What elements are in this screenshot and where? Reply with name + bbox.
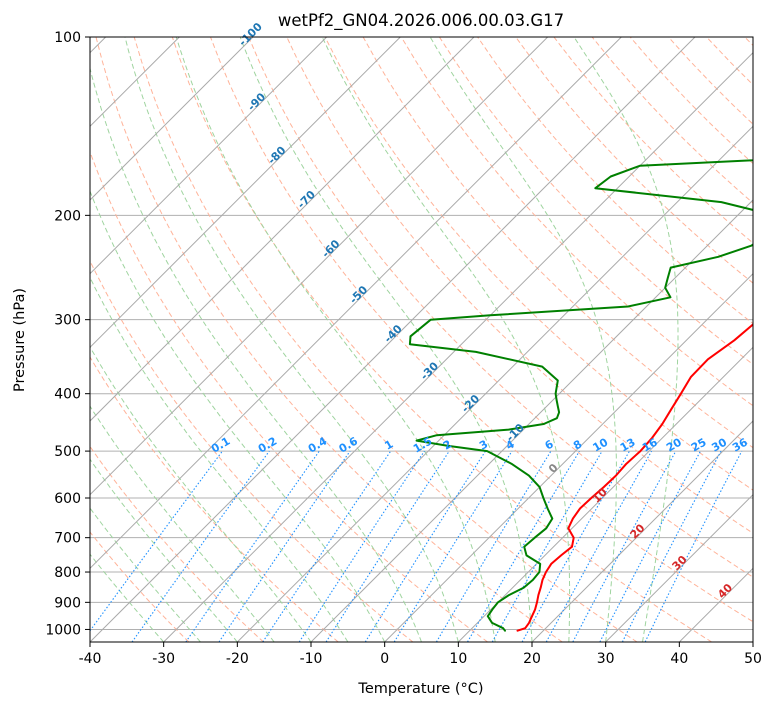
x-tick-label: 30 <box>597 651 615 667</box>
x-axis-title: Temperature (°C) <box>357 681 483 697</box>
x-tick-label: -20 <box>226 651 249 667</box>
x-tick-label: 20 <box>523 651 541 667</box>
x-tick-label: -40 <box>79 651 102 667</box>
x-tick-label: 50 <box>744 651 762 667</box>
x-tick-label: -10 <box>300 651 323 667</box>
y-tick-label: 1000 <box>45 622 81 638</box>
x-tick-label: -30 <box>152 651 175 667</box>
x-tick-label: 0 <box>380 651 389 667</box>
y-tick-label: 100 <box>54 30 81 46</box>
y-tick-label: 500 <box>54 444 81 460</box>
x-tick-label: 40 <box>670 651 688 667</box>
y-tick-label: 200 <box>54 208 81 224</box>
y-tick-label: 600 <box>54 491 81 507</box>
y-tick-label: 800 <box>54 565 81 581</box>
chart-title: wetPf2_GN04.2026.006.00.03.G17 <box>278 11 564 31</box>
y-tick-label: 400 <box>54 387 81 403</box>
y-tick-label: 700 <box>54 531 81 547</box>
x-tick-label: 10 <box>449 651 467 667</box>
y-axis-title: Pressure (hPa) <box>12 288 28 392</box>
y-tick-label: 900 <box>54 595 81 611</box>
y-tick-label: 300 <box>54 313 81 329</box>
